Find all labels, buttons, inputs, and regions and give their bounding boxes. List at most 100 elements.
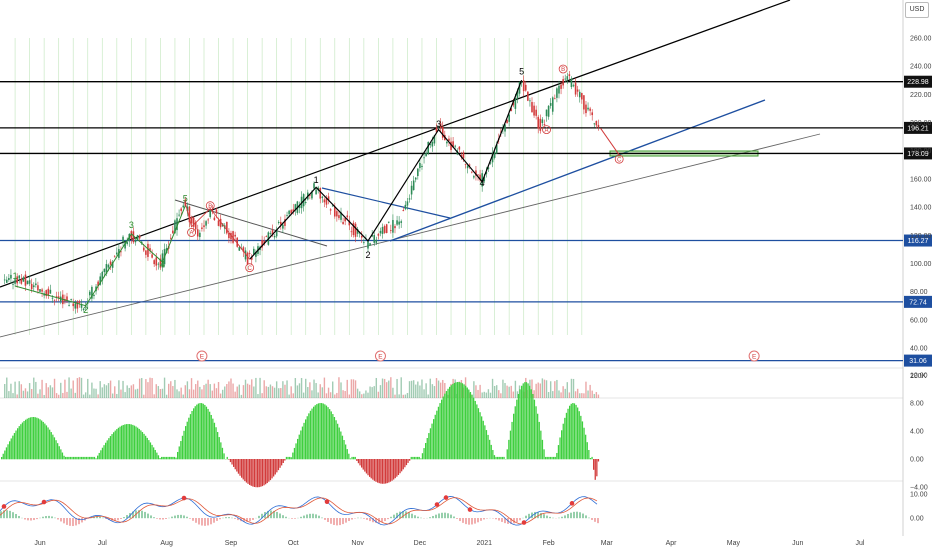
oscillator-bar [220,442,221,459]
volume-bar [139,379,140,398]
candle-body [4,280,6,281]
macd-histogram-bar [279,513,281,518]
candle-body [336,211,338,216]
macd-histogram-bar [357,518,359,519]
volume-bar [43,395,44,398]
oscillator-bar [271,459,272,478]
macd-histogram-bar [417,517,419,519]
candle-body [419,163,421,168]
oscillator-bar [251,459,252,486]
oscillator-bar [286,457,287,459]
macd-histogram-bar [18,516,20,518]
macd-histogram-bar [36,518,38,519]
oscillator-bar [556,453,557,459]
macd-histogram-bar [390,517,392,518]
candle-body [529,100,531,101]
oscillator-bar [115,431,116,460]
candle-body [546,110,548,117]
volume-bar [388,381,389,398]
oscillator-bar [404,459,405,467]
macd-histogram-bar [33,518,35,520]
oscillator-bar [143,434,144,459]
oscillator-bar [57,443,58,459]
candle-body [508,115,510,122]
oscillator-bar [468,390,469,460]
candle-body [238,247,240,251]
volume-bar [288,395,289,398]
candle-body [579,92,581,97]
volume-bar [228,381,229,398]
oscillator-bar [510,431,511,460]
macd-histogram-bar [480,518,482,521]
volume-bar [104,384,105,398]
oscillator-bar [422,453,423,459]
currency-label[interactable]: USD [905,2,929,18]
oscillator-bar [467,388,468,460]
volume-bar [222,390,223,398]
oscillator-bar [315,405,316,459]
oscillator-bar [70,457,71,459]
oscillator-bar [537,414,538,460]
oscillator-bar [559,437,560,459]
volume-bar [35,382,36,398]
volume-bar [438,381,439,398]
oscillator-bar [519,389,520,459]
candle-body [274,236,276,237]
volume-bar [27,391,28,398]
candle-body [463,152,465,158]
candle-body [548,106,550,117]
oscillator-bar [591,457,592,459]
macd-cross-dot [570,501,575,506]
macd-histogram-bar [576,512,578,519]
macd-histogram-bar [591,518,593,520]
macd-histogram-bar [597,518,599,523]
volume-bar [340,382,341,398]
candle-body [560,85,562,89]
oscillator-bar [417,457,418,459]
oscillator-bar [151,445,152,459]
volume-bar [363,394,364,398]
oscillator-bar [207,409,208,459]
oscillator-bar [246,459,247,483]
candle-body [515,98,517,109]
volume-bar [257,394,258,398]
volume-bar [189,389,190,398]
oscillator-bar [335,420,336,459]
candle-body [288,211,290,215]
candle-body [205,221,207,225]
oscillator-bar [83,457,84,459]
volume-bar [261,393,262,398]
oscillator-bar [571,404,572,459]
oscillator-bar [148,440,149,459]
volume-bar [251,379,252,398]
oscillator-bar [204,405,205,459]
oscillator-bar [196,405,197,460]
oscillator-bar [183,431,184,460]
candle-body [392,220,394,233]
oscillator-bar [391,459,392,481]
oscillator-bar [30,417,31,459]
price-tick-label: 180.00 [910,148,932,155]
oscillator-bar [323,404,324,460]
macd-histogram-bar [363,518,365,519]
oscillator-bar [558,445,559,459]
macd-histogram-bar [171,517,173,519]
macd-histogram-bar [582,514,584,519]
oscillator-bar [513,414,514,460]
oscillator-bar [223,453,224,459]
oscillator-bar [419,457,420,459]
oscillator-tick-label: 4.00 [910,429,924,436]
oscillator-bar [284,459,285,461]
oscillator-bar [159,458,160,459]
candle-body [527,92,529,101]
volume-bar [12,393,13,398]
volume-bar [293,393,294,398]
candle-body [35,284,37,285]
macd-histogram-bar [69,518,71,526]
volume-bar [23,391,24,398]
oscillator-bar [542,440,543,459]
volume-bar [102,387,103,398]
level-value-label: 72.74 [909,299,927,306]
